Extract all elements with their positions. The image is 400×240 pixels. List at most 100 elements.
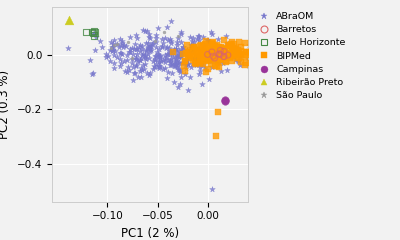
Point — [111, 43, 117, 47]
Point — [128, 57, 135, 61]
Point — [186, 50, 192, 54]
Point — [163, 46, 170, 50]
Point — [216, 53, 223, 56]
Point — [160, 67, 166, 71]
Point — [142, 56, 148, 60]
Point — [148, 48, 154, 51]
Point — [145, 41, 152, 45]
Point — [151, 64, 158, 67]
Point — [188, 52, 194, 56]
Point — [184, 43, 190, 47]
Point — [236, 54, 243, 58]
Point — [155, 64, 162, 68]
Point — [163, 53, 170, 56]
Point — [172, 47, 179, 51]
Point — [205, 50, 211, 54]
Point — [117, 43, 124, 47]
Point — [188, 39, 195, 43]
Point — [110, 61, 117, 65]
Point — [235, 56, 242, 60]
Point — [200, 47, 207, 50]
Point — [220, 54, 227, 58]
Point — [221, 53, 227, 56]
Point — [225, 43, 231, 47]
Point — [220, 55, 227, 59]
Point — [188, 43, 195, 47]
Point — [134, 60, 141, 64]
Point — [230, 53, 237, 57]
Point — [242, 42, 248, 45]
Point — [169, 71, 175, 75]
Point — [118, 42, 125, 45]
Point — [206, 77, 212, 81]
Point — [203, 51, 210, 55]
Point — [184, 54, 190, 57]
Point — [194, 47, 201, 51]
Point — [178, 40, 185, 44]
Point — [225, 53, 231, 57]
Point — [133, 55, 139, 59]
Point — [192, 53, 199, 57]
Point — [224, 53, 231, 57]
Point — [171, 80, 178, 84]
Point — [169, 61, 175, 65]
Point — [180, 61, 186, 65]
Point — [191, 49, 197, 53]
Point — [194, 36, 200, 40]
Point — [162, 66, 168, 70]
Point — [124, 70, 130, 74]
Point — [184, 58, 190, 62]
Point — [202, 47, 208, 51]
Point — [196, 48, 202, 52]
Point — [231, 42, 238, 46]
Point — [199, 56, 206, 60]
Point — [249, 41, 255, 45]
Point — [214, 49, 220, 53]
Point — [213, 56, 220, 60]
Point — [208, 48, 214, 52]
Point — [242, 63, 248, 66]
Point — [208, 59, 214, 62]
Point — [187, 52, 193, 56]
Point — [192, 50, 198, 54]
Point — [143, 48, 149, 52]
Point — [138, 68, 145, 72]
Point — [130, 78, 136, 82]
Point — [126, 50, 132, 54]
Point — [197, 62, 203, 66]
Point — [146, 56, 153, 60]
Point — [165, 38, 171, 42]
Point — [244, 50, 250, 54]
Y-axis label: PC2 (0.3 %): PC2 (0.3 %) — [0, 70, 12, 139]
Point — [196, 55, 203, 59]
Point — [222, 54, 229, 58]
Point — [91, 30, 98, 34]
Point — [229, 46, 236, 49]
Point — [214, 57, 220, 61]
Point — [133, 63, 140, 66]
Point — [196, 72, 202, 76]
Point — [200, 62, 207, 66]
Point — [135, 75, 141, 79]
Point — [171, 48, 177, 51]
Point — [220, 61, 226, 65]
Point — [221, 54, 228, 58]
Point — [188, 65, 194, 69]
Point — [192, 60, 198, 64]
Point — [238, 49, 244, 53]
Point — [238, 45, 244, 49]
Point — [205, 38, 211, 42]
Point — [111, 66, 117, 70]
Point — [126, 68, 132, 72]
Point — [137, 58, 144, 62]
Point — [216, 45, 222, 49]
Point — [201, 48, 207, 52]
Point — [138, 56, 144, 60]
Point — [200, 50, 206, 54]
Point — [216, 65, 222, 69]
Point — [226, 44, 233, 48]
Point — [132, 71, 138, 75]
Point — [174, 36, 181, 40]
X-axis label: PC1 (2 %): PC1 (2 %) — [121, 227, 179, 240]
Point — [146, 44, 153, 48]
